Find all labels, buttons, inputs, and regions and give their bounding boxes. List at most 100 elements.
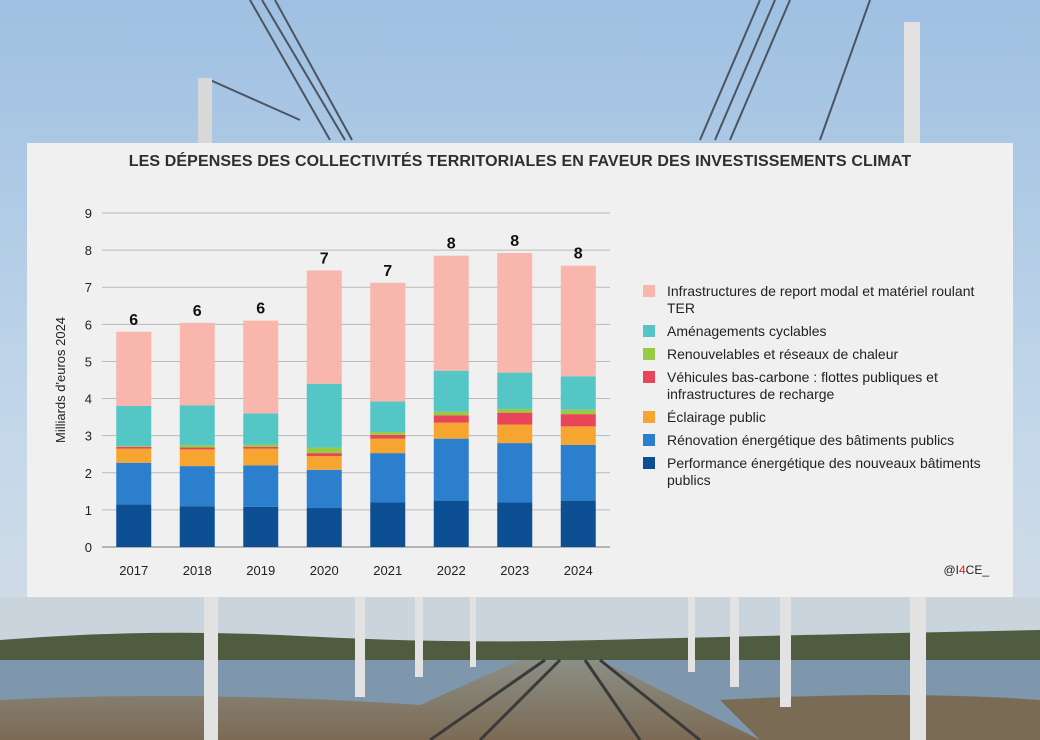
bar-segment (497, 372, 533, 409)
bar-segment (560, 426, 596, 445)
bar-segment (370, 434, 406, 439)
bar-segment (179, 449, 215, 467)
legend-item: Renouvelables et réseaux de chaleur (641, 346, 981, 363)
y-axis-label: Milliards d'euros 2024 (53, 317, 68, 443)
bar-total-label: 8 (574, 246, 583, 263)
legend-item: Aménagements cyclables (641, 323, 981, 340)
bar-segment (243, 320, 279, 414)
chart-title: LES DÉPENSES DES COLLECTIVITÉS TERRITORI… (128, 153, 912, 170)
bar-segment (306, 453, 342, 457)
bar-segment (433, 500, 469, 547)
legend-item: Éclairage public (641, 409, 981, 426)
bar-segment (433, 438, 469, 501)
bar-segment (497, 502, 533, 547)
bar-segment (560, 376, 596, 410)
bar-segment (179, 445, 215, 448)
y-tick-label: 9 (85, 206, 92, 221)
legend: Infrastructures de report modal et matér… (641, 283, 981, 489)
legend-item: Véhicules bas-carbone : flottes publique… (641, 369, 981, 403)
stacked-bar-chart: 0 1 2 3 4 5 6 7 8 9 Milliards d'euros 2024 6 2017 6 20… (53, 206, 610, 578)
bar-segment (560, 500, 596, 547)
legend-label: Éclairage public (667, 409, 766, 425)
bar-segment (179, 447, 215, 450)
legend-label: Aménagements cyclables (667, 323, 827, 339)
legend-label: Véhicules bas-carbone : flottes publique… (667, 369, 938, 402)
bar-segment (116, 405, 152, 447)
bar-segment (179, 466, 215, 507)
bar-segment (433, 411, 469, 416)
legend-label: Performance énergétique des nouveaux bât… (667, 455, 981, 488)
legend-swatch (643, 411, 655, 423)
bar-segment (179, 506, 215, 547)
bar-total-label: 8 (510, 233, 519, 250)
legend-swatch (643, 434, 655, 446)
y-tick-label: 4 (85, 392, 92, 407)
y-tick-label: 0 (85, 540, 92, 555)
y-tick-label: 5 (85, 354, 92, 369)
bar-segment (179, 322, 215, 406)
bar-segment (370, 453, 406, 503)
bar-segment (306, 270, 342, 384)
bar-segment (370, 401, 406, 432)
bar-segment (560, 444, 596, 501)
bar-segment (243, 446, 279, 449)
bar-segment (306, 447, 342, 454)
legend-item: Rénovation énergétique des bâtiments pub… (641, 432, 981, 449)
x-tick-label: 2019 (246, 563, 275, 578)
x-tick-label: 2023 (500, 563, 529, 578)
bar-segment (243, 506, 279, 547)
bar-segment (370, 431, 406, 435)
bar-segment (243, 413, 279, 445)
bar-segment (116, 462, 152, 505)
y-tick-label: 1 (85, 503, 92, 518)
x-tick-label: 2022 (437, 563, 466, 578)
x-tick-label: 2024 (564, 563, 593, 578)
bar-segment (560, 409, 596, 415)
bar-segment (370, 438, 406, 454)
bar-segment (243, 465, 279, 507)
legend-swatch (643, 285, 655, 297)
bar-segment (497, 424, 533, 444)
legend-label: Rénovation énergétique des bâtiments pub… (667, 432, 955, 448)
bar-segment (433, 255, 469, 371)
bar-segment (497, 412, 533, 425)
bar-segment (116, 504, 152, 547)
bar-segment (306, 456, 342, 470)
bar-segment (306, 469, 342, 509)
bar-total-label: 7 (383, 263, 392, 280)
bar-segment (433, 370, 469, 412)
bar-segment (433, 415, 469, 423)
bar-total-label: 6 (193, 303, 202, 320)
bar-segment (306, 508, 342, 547)
y-tick-label: 6 (85, 317, 92, 332)
bar-segment (179, 405, 215, 446)
bar-segment (497, 408, 533, 413)
legend-label: Infrastructures de report modal et matér… (667, 283, 975, 316)
y-tick-label: 3 (85, 429, 92, 444)
credit-label: @I4CE_ (943, 563, 989, 577)
bar-segment (116, 331, 152, 406)
y-tick-label: 7 (85, 280, 92, 295)
y-tick-label: 8 (85, 243, 92, 258)
bar-segment (116, 446, 152, 447)
bar-total-label: 6 (129, 312, 138, 329)
bar-segment (497, 253, 533, 373)
bar-total-label: 7 (320, 251, 329, 268)
legend-swatch (643, 325, 655, 337)
chart-card: 0 1 2 3 4 5 6 7 8 9 Milliards d'euros 2024 6 2017 6 20… (27, 143, 1013, 597)
bar-total-label: 8 (447, 236, 456, 253)
bar-segment (116, 448, 152, 463)
bar-segment (306, 383, 342, 448)
bar-segment (116, 446, 152, 449)
x-tick-label: 2017 (119, 563, 148, 578)
bar-total-label: 6 (256, 301, 265, 318)
x-tick-label: 2021 (373, 563, 402, 578)
bar-segment (243, 448, 279, 466)
legend-swatch (643, 457, 655, 469)
x-tick-label: 2018 (183, 563, 212, 578)
legend-label: Renouvelables et réseaux de chaleur (667, 346, 899, 362)
bar-segment (243, 444, 279, 447)
legend-item: Infrastructures de report modal et matér… (641, 283, 981, 317)
bar-segment (370, 502, 406, 547)
bar-segment (560, 265, 596, 377)
